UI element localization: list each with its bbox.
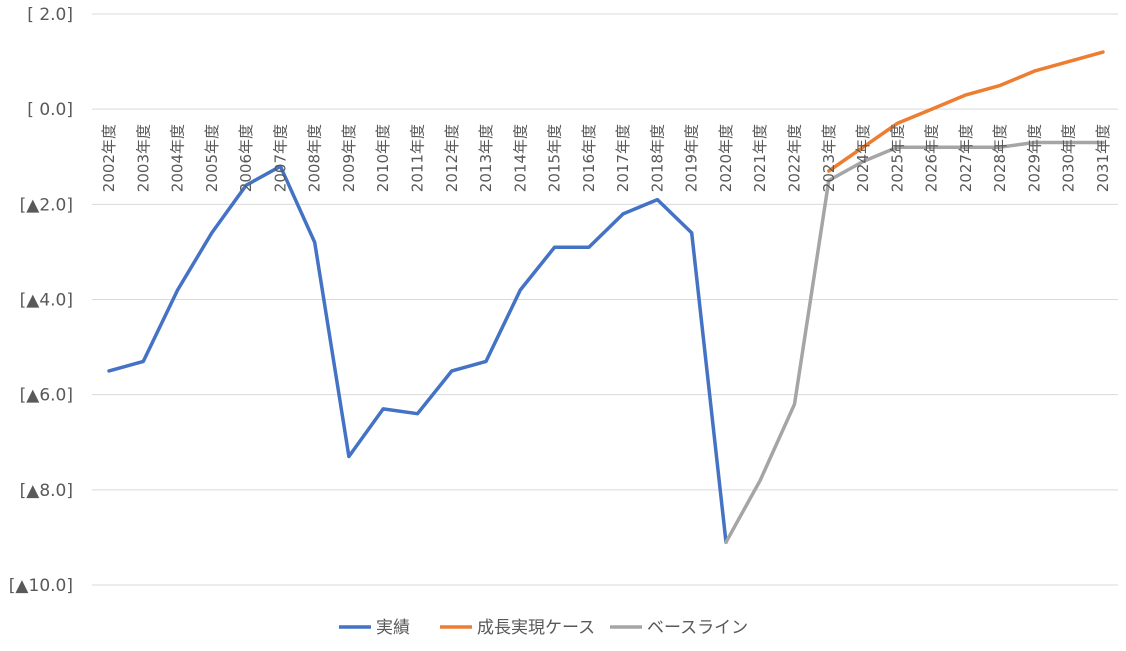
x-tick-label: 2008年度 xyxy=(306,124,324,192)
series-line-2 xyxy=(724,140,1105,544)
y-tick-label: [ 0.0] xyxy=(27,100,73,120)
x-tick-label: 2006年度 xyxy=(237,124,255,192)
x-tick-label: 2024年度 xyxy=(854,124,872,192)
y-tick-label: [▲8.0] xyxy=(20,481,73,501)
x-tick-label: 2026年度 xyxy=(923,124,941,192)
x-tick-label: 2009年度 xyxy=(340,124,358,192)
x-tick-label: 2011年度 xyxy=(409,124,427,192)
x-tick-label: 2010年度 xyxy=(374,124,392,192)
x-tick-label: 2021年度 xyxy=(751,124,769,192)
x-tick-label: 2015年度 xyxy=(546,124,564,192)
x-tick-label: 2030年度 xyxy=(1060,124,1078,192)
x-tick-label: 2031年度 xyxy=(1094,124,1112,192)
x-tick-label: 2017年度 xyxy=(614,124,632,192)
y-tick-label: [▲2.0] xyxy=(20,195,73,215)
x-tick-label: 2007年度 xyxy=(271,124,289,192)
y-tick-label: [ 2.0] xyxy=(27,5,73,25)
y-tick-label: [▲4.0] xyxy=(20,291,73,311)
legend-label: 成長実現ケース xyxy=(477,618,595,638)
x-tick-label: 2002年度 xyxy=(100,124,118,192)
x-tick-label: 2028年度 xyxy=(991,124,1009,192)
y-tick-label: [▲10.0] xyxy=(9,576,73,596)
x-tick-label: 2023年度 xyxy=(820,124,838,192)
x-tick-label: 2019年度 xyxy=(683,124,701,192)
x-tick-label: 2027年度 xyxy=(957,124,975,192)
x-tick-label: 2029年度 xyxy=(1025,124,1043,192)
legend-label: ベースライン xyxy=(647,618,748,638)
x-tick-label: 2018年度 xyxy=(648,124,666,192)
series-line-1 xyxy=(827,50,1105,173)
gridlines xyxy=(92,13,1118,586)
x-tick-label: 2005年度 xyxy=(203,124,221,192)
x-tick-label: 2004年度 xyxy=(169,124,187,192)
legend: 実績 成長実現ケース ベースライン xyxy=(339,618,748,638)
x-tick-label: 2013年度 xyxy=(477,124,495,192)
x-tick-label: 2025年度 xyxy=(888,124,906,192)
legend-label: 実績 xyxy=(376,618,410,638)
y-axis-tick-labels: [ 2.0] [ 0.0] [▲2.0] [▲4.0] [▲6.0] [▲8.0] [▲10… xyxy=(9,5,73,596)
series-lines xyxy=(107,50,1105,544)
x-axis-tick-labels: 2002年度 2003年度 2004年度 2005年度 2006年度 2007年度 2008… xyxy=(100,124,1112,192)
x-tick-label: 2016年度 xyxy=(580,124,598,192)
x-tick-label: 2022年度 xyxy=(786,124,804,192)
x-tick-label: 2014年度 xyxy=(511,124,529,192)
series-line-0 xyxy=(107,164,728,544)
y-tick-label: [▲6.0] xyxy=(20,386,73,406)
x-tick-label: 2012年度 xyxy=(443,124,461,192)
x-tick-label: 2020年度 xyxy=(717,124,735,192)
x-tick-label: 2003年度 xyxy=(134,124,152,192)
